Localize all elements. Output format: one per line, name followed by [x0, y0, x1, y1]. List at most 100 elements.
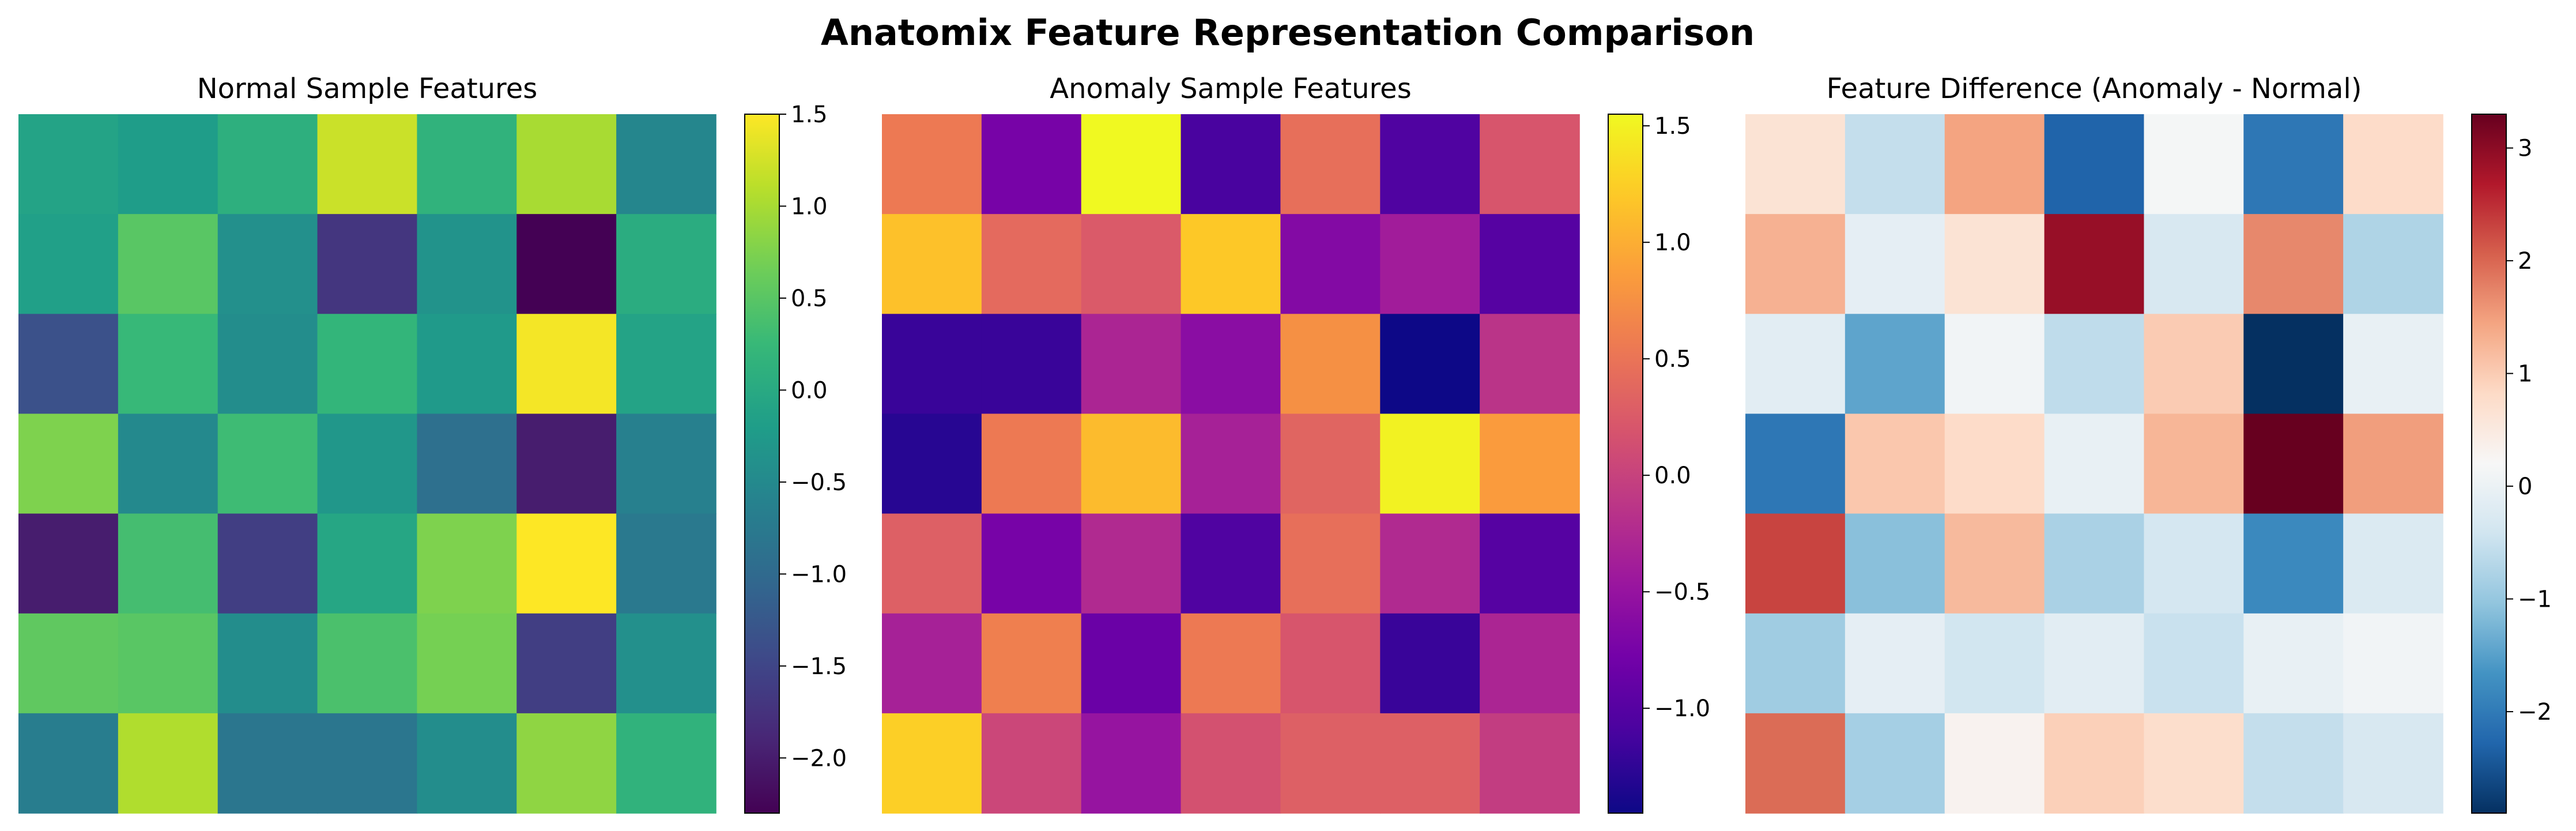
heatmap-cell: [317, 413, 418, 514]
heatmap-cell: [417, 214, 518, 315]
heatmap-cell: [1380, 314, 1480, 415]
colorbar-tick-label: 3: [2518, 136, 2532, 162]
heatmap-cell: [118, 214, 218, 315]
heatmap-cell: [1280, 114, 1381, 215]
heatmap-cell: [1480, 214, 1580, 315]
heatmap-cell: [217, 214, 318, 315]
colorbar-tick-label: −1.5: [791, 653, 847, 680]
heatmap-cell: [2243, 613, 2344, 714]
heatmap-cell: [2144, 214, 2245, 315]
heatmap-cell: [18, 114, 119, 215]
heatmap-cell: [516, 114, 617, 215]
heatmap-cell: [616, 214, 716, 315]
heatmap-cell: [1480, 314, 1580, 415]
heatmap-cell: [2243, 413, 2344, 514]
colorbar-tick-label: 1.5: [791, 101, 828, 128]
heatmap-cell: [882, 114, 982, 215]
heatmap-cell: [417, 114, 518, 215]
heatmap-cell: [616, 613, 716, 714]
colorbar-tick-label: 0.0: [1654, 462, 1691, 489]
heatmap-cell: [882, 413, 982, 514]
heatmap-cell: [417, 713, 518, 814]
colorbar: [744, 114, 780, 814]
heatmap-cell: [317, 613, 418, 714]
heatmap-cell: [1944, 413, 2045, 514]
heatmap-cell: [1845, 613, 1945, 714]
heatmap-cell: [118, 613, 218, 714]
heatmap-cell: [1745, 713, 1846, 814]
heatmap-panels: Normal Sample Features 1.5 1.0 0.5 0.0 −0.5 −1…: [18, 73, 2552, 814]
colorbar: [2471, 114, 2507, 814]
heatmap-cell: [1944, 214, 2045, 315]
heatmap-cell: [217, 613, 318, 714]
heatmap-cell: [1745, 314, 1846, 415]
heatmap-cell: [2044, 613, 2145, 714]
heatmap-cell: [1944, 314, 2045, 415]
heatmap-cell: [2343, 114, 2443, 215]
heatmap-cell: [1380, 513, 1480, 614]
heatmap-cell: [2243, 214, 2344, 315]
colorbar-tick-label: 0: [2518, 473, 2532, 500]
colorbar-tick-label: 1.0: [1654, 230, 1691, 256]
heatmap-cell: [516, 513, 617, 614]
heatmap-cell: [1380, 114, 1480, 215]
heatmap-cell: [1845, 114, 1945, 215]
heatmap-cell: [2343, 413, 2443, 514]
heatmap-cell: [1745, 413, 1846, 514]
heatmap-cell: [1745, 513, 1846, 614]
heatmap-cell: [1944, 513, 2045, 614]
heatmap-cell: [417, 613, 518, 714]
heatmap-cell: [417, 513, 518, 614]
heatmap-cell: [2144, 713, 2245, 814]
colorbar-tick-label: 0.5: [791, 285, 828, 312]
heatmap-cell: [18, 513, 119, 614]
heatmap-cell: [118, 713, 218, 814]
heatmap-cell: [1480, 413, 1580, 514]
colorbar-tick-label: −0.5: [1654, 579, 1710, 606]
colorbar-tick-label: −1.0: [1654, 695, 1710, 722]
colorbar-tick-label: 0.0: [791, 377, 828, 404]
heatmap-cell: [1081, 314, 1182, 415]
heatmap-cell: [2144, 513, 2245, 614]
heatmap-cell: [981, 114, 1082, 215]
heatmap-cell: [417, 314, 518, 415]
heatmap-panel-1: Normal Sample Features 1.5 1.0 0.5 0.0 −0.5 −1…: [18, 73, 847, 814]
heatmap-cell: [18, 413, 119, 514]
colorbar-tick-label: −2: [2518, 699, 2552, 725]
heatmap-cell: [1180, 713, 1281, 814]
heatmap-cell: [217, 413, 318, 514]
heatmap-cell: [981, 314, 1082, 415]
heatmap-cell: [1745, 214, 1846, 315]
figure-title: Anatomix Feature Representation Comparis…: [821, 12, 1755, 54]
heatmap-cell: [2343, 613, 2443, 714]
heatmap-cell: [516, 613, 617, 714]
heatmap-cell: [2044, 513, 2145, 614]
heatmap-cell: [18, 314, 119, 415]
heatmap-cell: [217, 314, 318, 415]
heatmap-cell: [1081, 613, 1182, 714]
heatmap-cell: [616, 513, 716, 614]
heatmap-cell: [1480, 513, 1580, 614]
heatmap-cell: [1280, 613, 1381, 714]
heatmap-cell: [1180, 613, 1281, 714]
heatmap-cell: [1180, 314, 1281, 415]
panel-title: Feature Difference (Anomaly - Normal): [1827, 73, 2362, 105]
heatmap-cell: [217, 513, 318, 614]
heatmap-cell: [616, 114, 716, 215]
heatmap-cell: [981, 513, 1082, 614]
heatmap-cell: [2044, 413, 2145, 514]
heatmap-cell: [882, 513, 982, 614]
panel-title: Normal Sample Features: [197, 73, 538, 105]
heatmap-cell: [217, 713, 318, 814]
heatmap-cell: [2343, 314, 2443, 415]
colorbar-tick-label: −0.5: [791, 469, 847, 496]
heatmap-cell: [2144, 114, 2245, 215]
heatmap-cell: [1180, 214, 1281, 315]
heatmap-cell: [2144, 413, 2245, 514]
heatmap-panel-2: Anomaly Sample Features 1.5 1.0 0.5 0.0 −0.5 −…: [882, 73, 1710, 814]
heatmap-cell: [2243, 513, 2344, 614]
heatmap-cell: [1845, 513, 1945, 614]
heatmap-cell: [2243, 713, 2344, 814]
colorbar-tick-label: −1: [2518, 586, 2552, 613]
heatmap-cell: [1944, 613, 2045, 714]
